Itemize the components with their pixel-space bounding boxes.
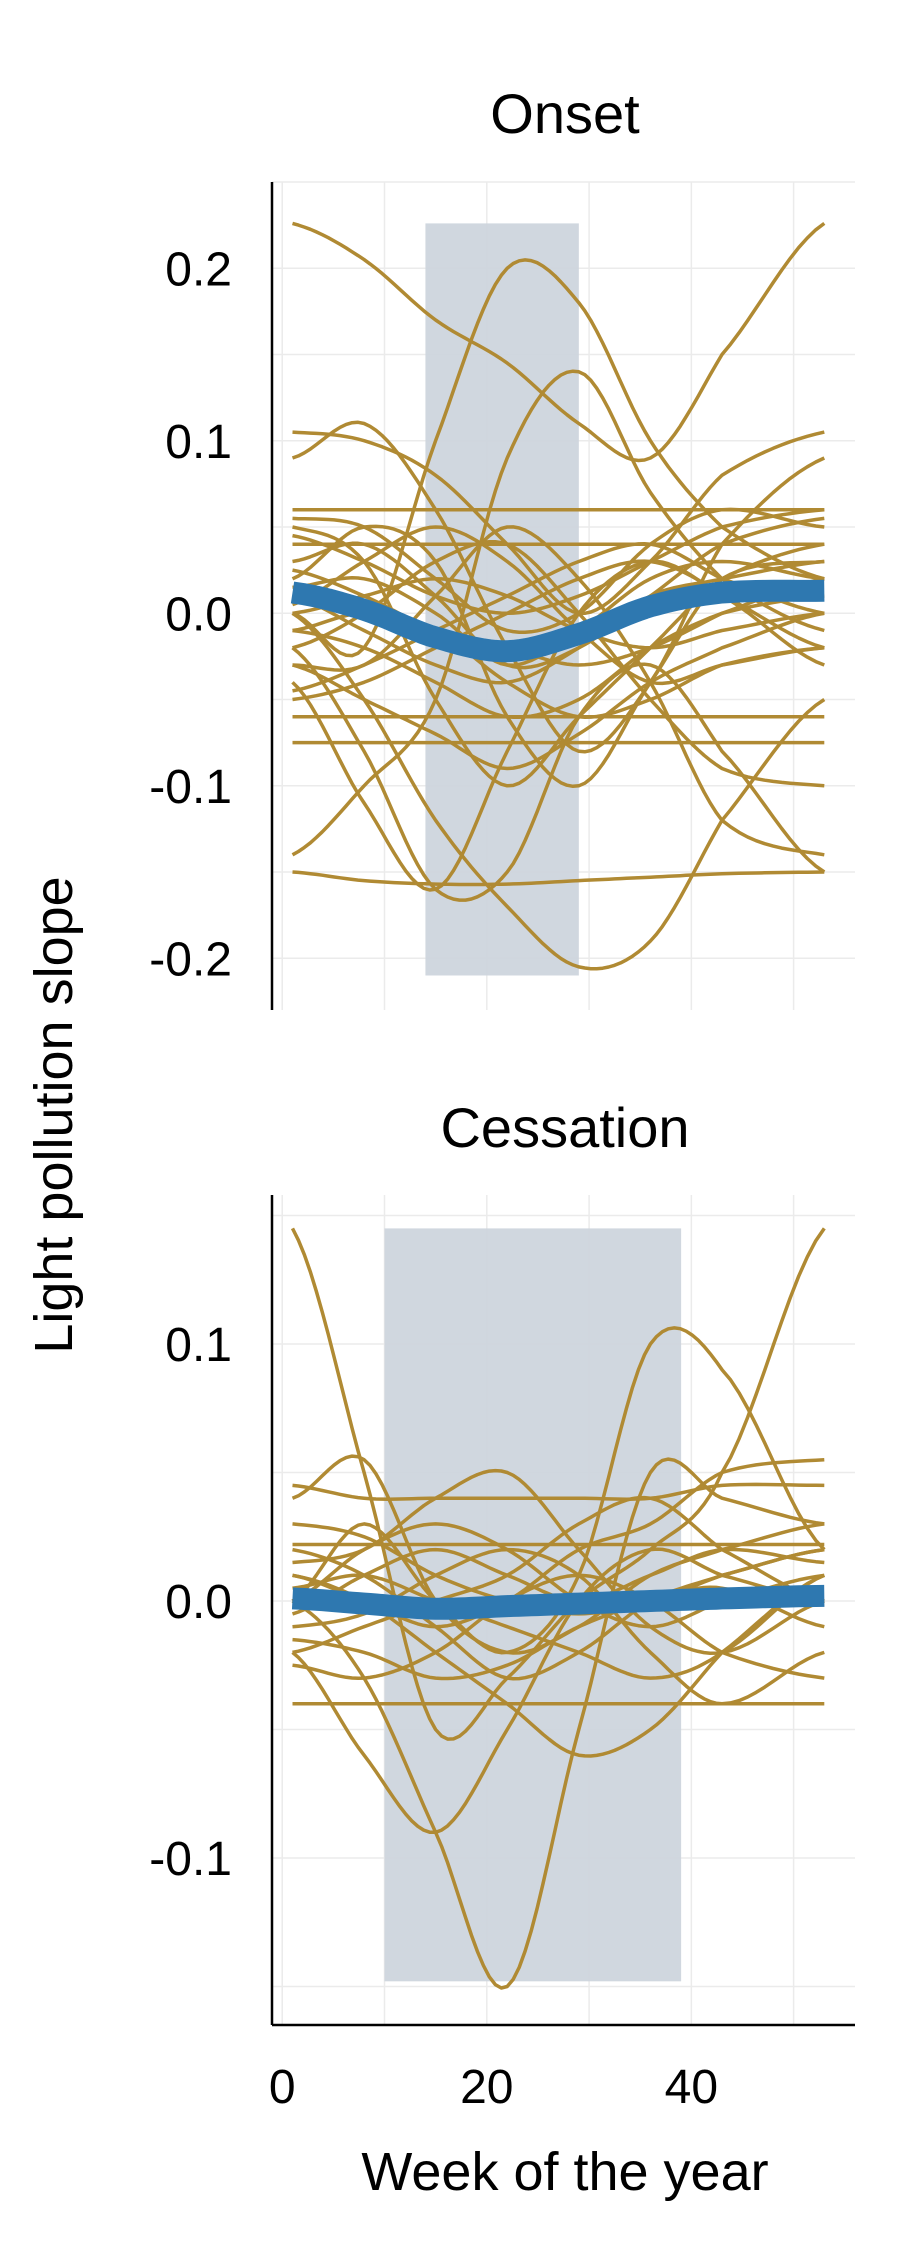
individual-curve-10	[292, 870, 825, 887]
individual-curve-2	[291, 258, 825, 658]
individual-curve-12	[291, 646, 826, 902]
y-tick-label: -0.1	[149, 1833, 232, 1886]
individual-curve-19	[292, 1573, 825, 1681]
individual-curve-2	[291, 1457, 825, 1990]
y-tick-label: -0.2	[149, 933, 232, 986]
individual-curve-16	[292, 525, 825, 857]
individual-curve-26	[292, 577, 825, 650]
mean-curve	[287, 1584, 827, 1620]
cessation-x-tick-labels: 0 20 40	[269, 2061, 718, 2114]
x-tick-label: 0	[269, 2061, 296, 2114]
cessation-axes	[270, 1195, 855, 2027]
individual-curve-5	[292, 430, 825, 616]
x-tick-label: 40	[665, 2061, 718, 2114]
y-tick-label: 0.2	[165, 243, 232, 296]
cessation-mean-curve	[287, 1584, 827, 1620]
individual-curve-21	[292, 507, 825, 616]
y-tick-label: 0.0	[165, 588, 232, 641]
cessation-panel: Cessation -0.1 0.0 0.1 0 20 40	[149, 1096, 855, 2114]
x-axis-title: Week of the year	[361, 2142, 768, 2202]
cessation-panel-title: Cessation	[440, 1096, 689, 1159]
individual-curve-6	[292, 1482, 825, 1501]
individual-curve-18	[292, 1547, 825, 1681]
individual-curve-23	[292, 559, 825, 685]
individual-curve-25	[292, 507, 825, 635]
individual-curve-17	[291, 1547, 825, 1616]
individual-curve-13	[292, 1495, 825, 1655]
y-tick-label: -0.1	[149, 761, 232, 814]
y-tick-label: 0.1	[165, 1319, 232, 1372]
x-tick-label: 20	[460, 2061, 513, 2114]
mean-curve	[287, 579, 827, 663]
individual-curve-15	[292, 1585, 825, 1681]
individual-curve-3	[291, 1326, 826, 1655]
y-axis-title: Light pollution slope	[24, 876, 84, 1353]
individual-curve-4	[291, 1547, 825, 1835]
onset-y-tick-labels: -0.2 -0.1 0.0 0.1 0.2	[149, 243, 232, 986]
onset-mean-curve	[287, 579, 827, 663]
onset-panel: Onset -0.2 -0.1 0.0 0.1 0.2	[149, 82, 855, 1010]
individual-curve-29	[292, 542, 825, 693]
individual-curve-12	[292, 1573, 826, 1680]
individual-curve-30	[291, 525, 825, 686]
cessation-y-tick-labels: -0.1 0.0 0.1	[149, 1319, 232, 1886]
onset-panel-title: Onset	[490, 82, 640, 145]
individual-curve-11	[291, 611, 826, 971]
individual-curve-24	[292, 611, 825, 771]
individual-curve-28	[292, 568, 825, 667]
y-tick-label: 0.0	[165, 1576, 232, 1629]
individual-curve-17	[292, 516, 825, 670]
y-tick-label: 0.1	[165, 416, 232, 469]
